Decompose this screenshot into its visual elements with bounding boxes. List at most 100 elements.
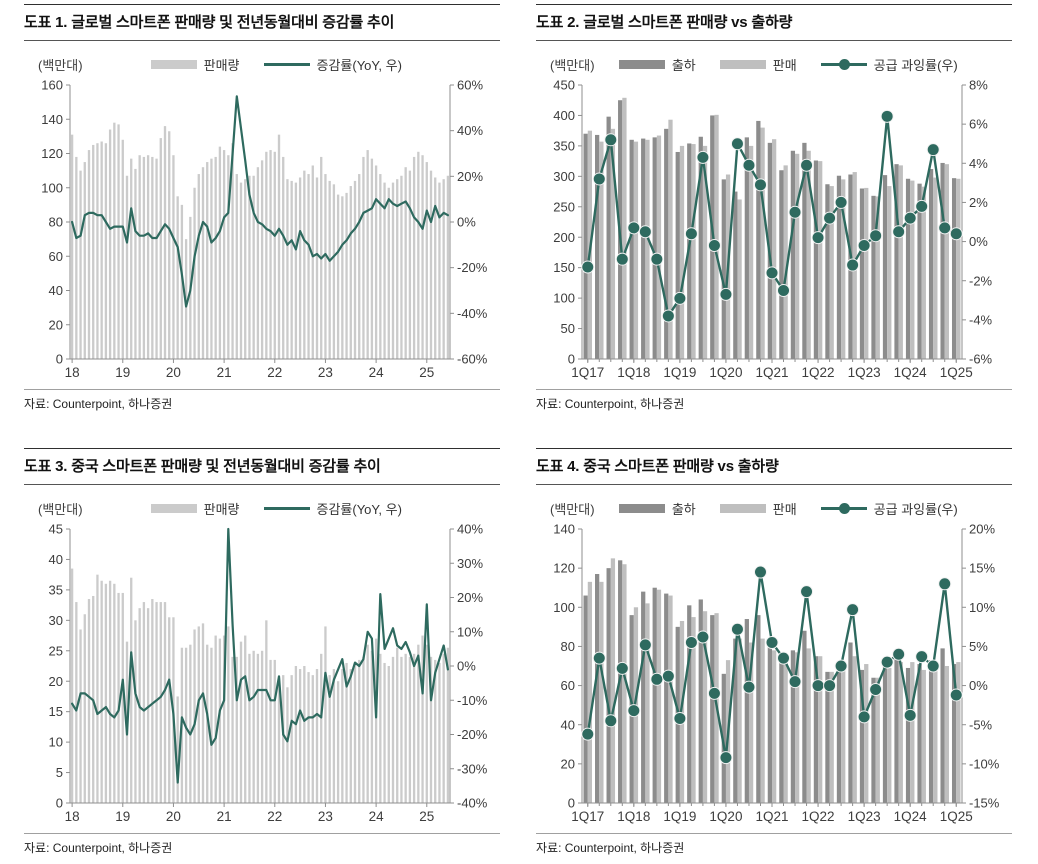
svg-text:8%: 8% [969, 78, 988, 93]
svg-text:15: 15 [49, 704, 63, 719]
svg-text:40%: 40% [457, 522, 483, 537]
svg-text:5%: 5% [969, 639, 988, 654]
axes: 0 5 10 15 20 25 30 35 40 45 -40% -30% -20% -10% 0% 10% 2… [49, 522, 488, 811]
svg-text:20: 20 [166, 809, 181, 824]
title-divider [24, 484, 500, 485]
svg-text:10%: 10% [969, 600, 995, 615]
chart-header: (백만대) 판매량 증감률(YoY, 우) [24, 53, 500, 75]
legend-item-line: 증감률(YoY, 우) [263, 499, 402, 518]
svg-text:100: 100 [41, 180, 63, 195]
svg-text:1Q23: 1Q23 [848, 809, 881, 824]
svg-text:10: 10 [49, 735, 63, 750]
legend-item-bar: 판매량 [150, 55, 240, 74]
axes: 0 50 100 150 200 250 300 350 400 450 -6% -4% -2% 0% 2%… [553, 78, 992, 367]
svg-text:6%: 6% [969, 117, 988, 132]
svg-text:0: 0 [56, 796, 63, 811]
svg-text:20%: 20% [457, 169, 483, 184]
svg-text:40: 40 [561, 717, 575, 732]
bar-series [583, 558, 961, 803]
svg-text:24: 24 [369, 809, 385, 824]
svg-text:60: 60 [561, 678, 575, 693]
svg-text:-10%: -10% [457, 693, 488, 708]
svg-text:1Q24: 1Q24 [894, 809, 928, 824]
source-divider [536, 389, 1012, 390]
chart-canvas: 0 20 40 60 80 100 120 140 -15% -10% -5% 0% 5% 10% 15% 2… [553, 522, 999, 824]
svg-text:-6%: -6% [969, 352, 993, 367]
legend-item-line: 증감률(YoY, 우) [263, 55, 402, 74]
chart-panel-2: 도표 2. 글로벌 스마트폰 판매량 vs 출하량 (백만대) 출하 판매 공급 과… [536, 4, 1012, 412]
chart-panel-3: 도표 3. 중국 스마트폰 판매량 및 전년동월대비 증감률 추이 (백만대) … [24, 448, 500, 856]
chart-panel-1: 도표 1. 글로벌 스마트폰 판매량 및 전년동월대비 증감률 추이 (백만대)… [24, 4, 500, 412]
legend-bar-swatch [150, 503, 197, 513]
legend-label: 판매 [772, 501, 797, 517]
svg-text:-40%: -40% [457, 306, 488, 321]
legend-bar-swatch [618, 59, 665, 69]
svg-text:-20%: -20% [457, 727, 488, 742]
svg-text:45: 45 [49, 522, 63, 537]
svg-text:-30%: -30% [457, 761, 488, 776]
legend-item-bar: 출하 [618, 55, 696, 74]
svg-text:35: 35 [49, 582, 63, 597]
source-divider [24, 833, 500, 834]
svg-text:20: 20 [166, 365, 181, 380]
svg-text:-40%: -40% [457, 796, 488, 811]
svg-text:1Q22: 1Q22 [802, 365, 835, 380]
svg-text:1Q18: 1Q18 [617, 365, 650, 380]
legend-item-line: 공급 과잉률(우) [820, 55, 958, 74]
chart-title: 도표 4. 중국 스마트폰 판매량 vs 출하량 [536, 448, 1012, 484]
svg-text:-60%: -60% [457, 352, 488, 367]
bar-series [70, 568, 450, 803]
svg-text:18: 18 [65, 365, 80, 380]
svg-text:160: 160 [41, 78, 63, 93]
legend-label: 공급 과잉률(우) [873, 501, 958, 517]
svg-text:30%: 30% [457, 556, 483, 571]
svg-text:50: 50 [561, 321, 575, 336]
svg-text:1Q21: 1Q21 [755, 365, 788, 380]
chart-header: (백만대) 판매량 증감률(YoY, 우) [24, 497, 500, 519]
svg-text:0: 0 [56, 352, 63, 367]
chart-legend: 출하 판매 공급 과잉률(우) [595, 499, 982, 518]
svg-text:10%: 10% [457, 624, 483, 639]
legend-item-bar: 판매 [719, 55, 797, 74]
legend-item-bar: 출하 [618, 499, 696, 518]
svg-text:1Q17: 1Q17 [571, 365, 604, 380]
svg-text:4%: 4% [969, 156, 988, 171]
svg-text:60: 60 [49, 249, 63, 264]
svg-text:0%: 0% [969, 678, 988, 693]
svg-text:1Q24: 1Q24 [894, 365, 928, 380]
svg-text:21: 21 [217, 365, 232, 380]
bar-series [70, 122, 450, 359]
title-divider [536, 484, 1012, 485]
chart-header: (백만대) 출하 판매 공급 과잉률(우) [536, 53, 1012, 75]
svg-text:450: 450 [553, 78, 575, 93]
svg-text:1Q25: 1Q25 [940, 365, 973, 380]
svg-text:1Q20: 1Q20 [709, 809, 742, 824]
legend-bar-swatch [719, 503, 766, 513]
svg-text:250: 250 [553, 199, 575, 214]
svg-text:400: 400 [553, 108, 575, 123]
legend-label: 공급 과잉률(우) [873, 57, 958, 73]
svg-text:22: 22 [267, 809, 282, 824]
line-series [581, 565, 963, 765]
source-divider [536, 833, 1012, 834]
legend-line-dot-swatch [820, 58, 867, 70]
svg-text:22: 22 [267, 365, 282, 380]
svg-text:200: 200 [553, 230, 575, 245]
source-note: 자료: Counterpoint, 하나증권 [24, 397, 173, 411]
chart-title: 도표 2. 글로벌 스마트폰 판매량 vs 출하량 [536, 4, 1012, 40]
svg-text:0%: 0% [457, 215, 476, 230]
svg-text:-20%: -20% [457, 260, 488, 275]
svg-text:25: 25 [419, 809, 434, 824]
svg-text:20: 20 [49, 317, 63, 332]
legend-label: 판매 [772, 57, 797, 73]
legend-bar-swatch [618, 503, 665, 513]
chart-canvas: 0 5 10 15 20 25 30 35 40 45 -40% -30% -20% -10% 0% 10% 2… [49, 522, 488, 824]
legend-label: 출하 [671, 501, 696, 517]
axis-unit-label: (백만대) [38, 57, 83, 73]
svg-text:0: 0 [568, 796, 575, 811]
svg-text:1Q23: 1Q23 [848, 365, 881, 380]
svg-text:300: 300 [553, 169, 575, 184]
svg-text:20: 20 [561, 756, 575, 771]
svg-text:150: 150 [553, 260, 575, 275]
